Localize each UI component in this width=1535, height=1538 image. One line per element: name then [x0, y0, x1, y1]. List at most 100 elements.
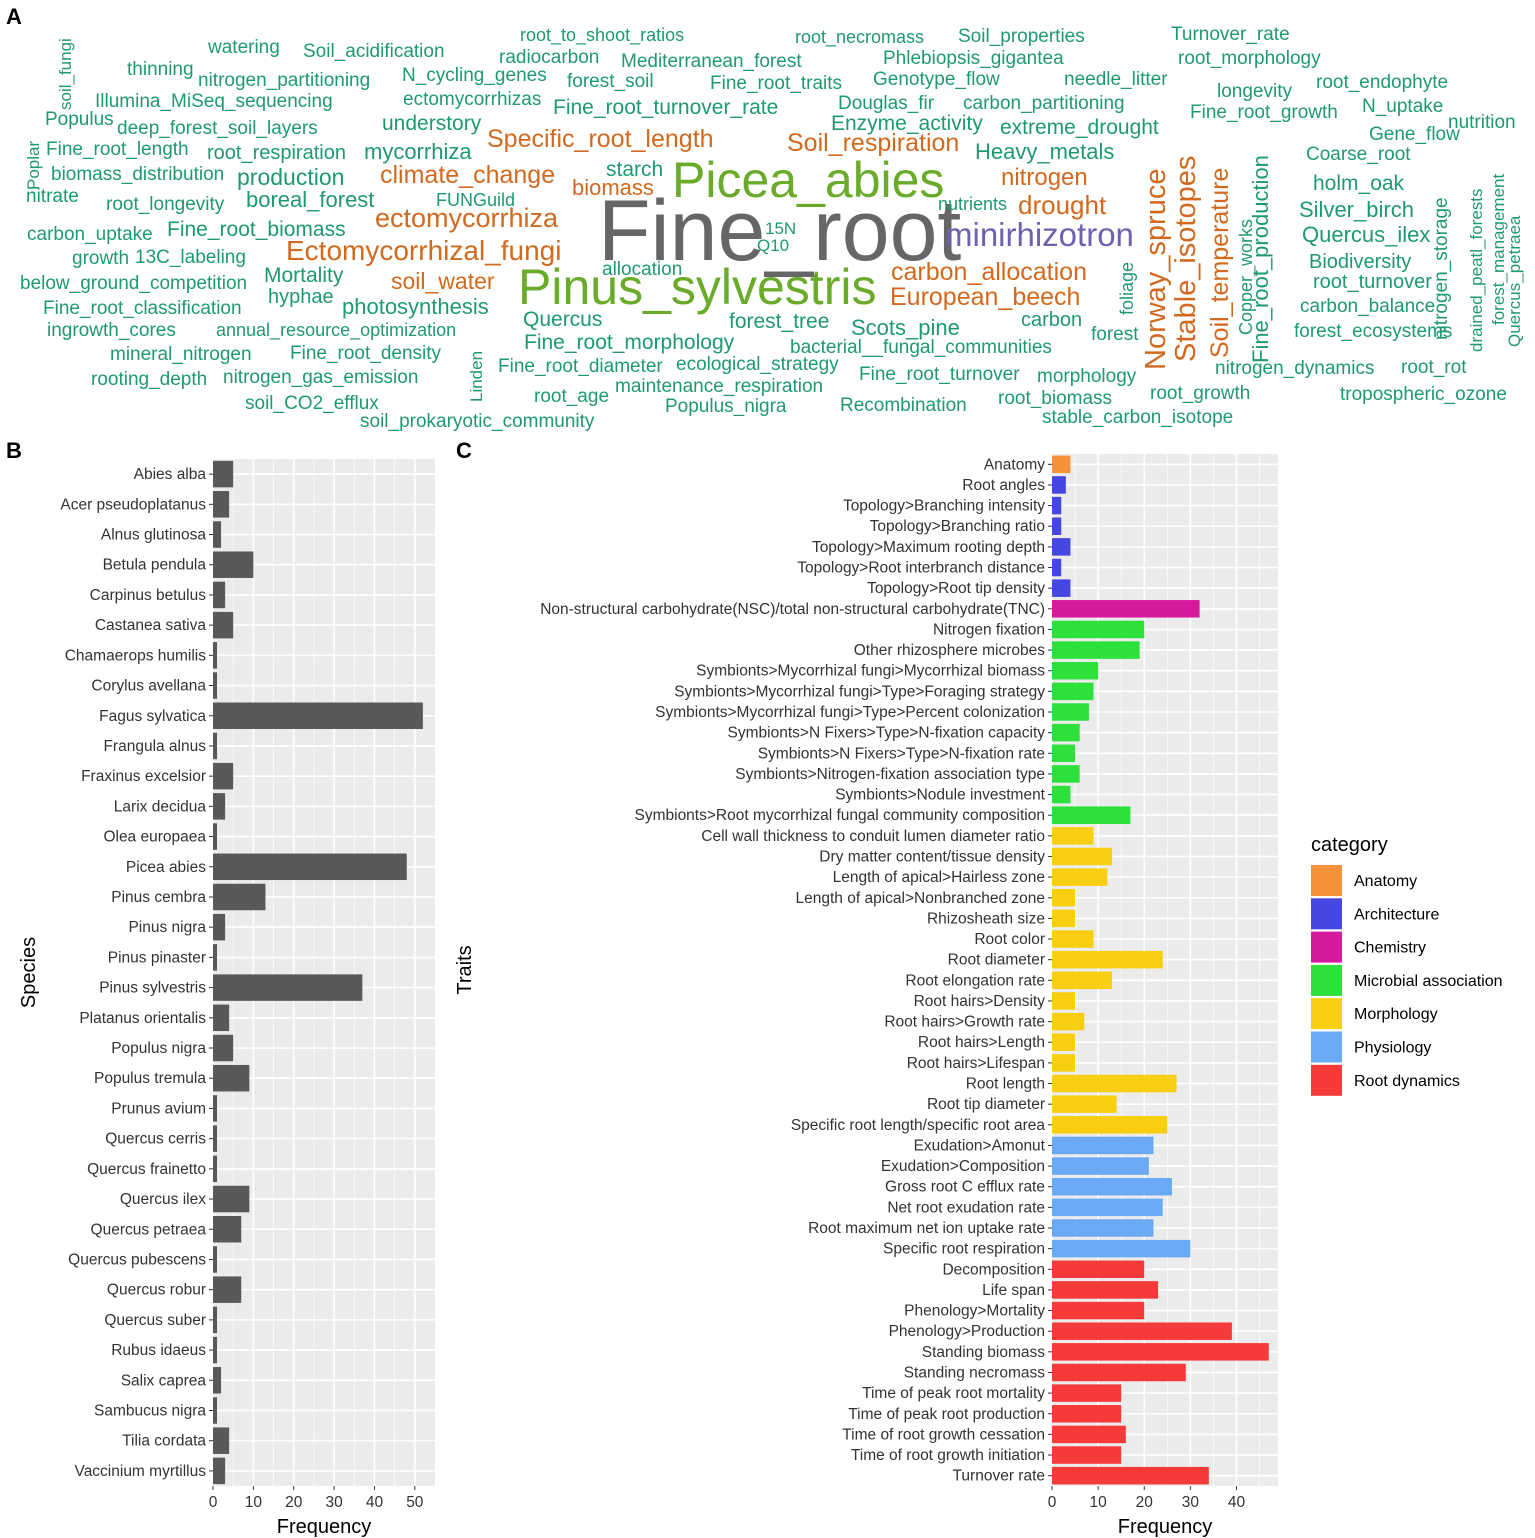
word-cloud-term: carbon_allocation [891, 258, 1087, 286]
word-cloud-term: nitrogen_dynamics [1215, 358, 1375, 379]
word-cloud-term: nitrate [26, 186, 79, 207]
word-cloud-term: extreme_drought [1000, 116, 1159, 139]
y-tick-label: Symbionts>Nodule investment [835, 787, 1045, 804]
bar [1052, 1116, 1168, 1134]
bar [1052, 785, 1071, 804]
y-tick-label: Pinus cembra [111, 889, 206, 906]
word-cloud-term: root_morphology [1178, 48, 1321, 69]
legend-label: Architecture [1354, 906, 1439, 923]
legend-title: category [1311, 834, 1388, 856]
word-cloud-term: photosynthesis [342, 294, 489, 319]
bar [213, 702, 423, 729]
y-tick-label: Sambucus nigra [94, 1402, 206, 1419]
bar [213, 913, 226, 941]
bar [213, 1216, 242, 1243]
bar [213, 1427, 230, 1454]
bar [1052, 1198, 1163, 1217]
y-tick-label: Standing necromass [904, 1364, 1046, 1381]
word-cloud-term: needle_litter [1064, 69, 1168, 90]
bar [1052, 744, 1076, 763]
legend-swatch [1311, 898, 1342, 930]
word-cloud-term: morphology [1037, 366, 1137, 387]
word-cloud-term: watering [208, 37, 280, 58]
word-cloud-term: 15N [765, 219, 797, 238]
word-cloud-term: Mediterranean_forest [621, 51, 802, 72]
x-tick-label: 0 [209, 1494, 218, 1511]
y-tick-label: Acer pseudoplatanus [60, 496, 206, 513]
word-cloud-term: Specific_root_length [487, 125, 714, 153]
bar [1052, 1219, 1154, 1237]
y-tick-label: Nitrogen fixation [933, 621, 1045, 638]
word-cloud-term: root_to_shoot_ratios [520, 25, 685, 45]
word-cloud-term: Enzyme_activity [831, 112, 983, 135]
y-tick-label: Rubus idaeus [111, 1342, 206, 1359]
word-cloud-term: ectomycorrhiza [375, 203, 559, 233]
x-axis-title: Frequency [277, 1516, 372, 1538]
word-cloud-term: understory [382, 112, 482, 135]
y-tick-label: Rhizosheath size [927, 910, 1045, 927]
y-tick-label: Life span [982, 1282, 1045, 1299]
legend-label: Anatomy [1354, 873, 1417, 890]
y-tick-label: Specific root length/specific root area [791, 1117, 1046, 1134]
y-tick-label: Olea europaea [103, 829, 206, 846]
word-cloud-term: Illumina_MiSeq_sequencing [95, 91, 333, 112]
bar [213, 883, 266, 911]
bar [1052, 1074, 1177, 1093]
bar [1052, 1239, 1191, 1258]
word-cloud-term: production [237, 164, 345, 190]
bar [213, 1367, 222, 1394]
bar [213, 642, 218, 669]
y-tick-label: Time of root growth initiation [851, 1447, 1045, 1464]
bar [1052, 950, 1163, 969]
y-tick-label: Symbionts>Mycorrhizal fungi>Type>Foragin… [674, 683, 1045, 700]
y-tick-label: Symbionts>Root mycorrhizal fungal commun… [635, 807, 1046, 824]
word-cloud-term: Genotype_flow [873, 69, 1000, 90]
species-frequency-chart: Abies alba Acer pseudoplatanus Alnus gluti… [18, 459, 435, 1538]
legend-swatch [1311, 1031, 1342, 1063]
word-cloud-term: Copper_works [1236, 218, 1256, 335]
y-tick-label: Vaccinium myrtillus [75, 1463, 207, 1480]
word-cloud-term: Gene_flow [1369, 124, 1460, 145]
word-cloud-term: Douglas_fir [838, 93, 935, 114]
bar [213, 1185, 250, 1213]
traits-frequency-chart: Anatomy Root angles Topology>Branching int… [455, 454, 1503, 1538]
word-cloud-term: Linden [467, 350, 486, 402]
word-cloud-term: Q10 [757, 236, 790, 255]
y-tick-label: Chamaerops humilis [65, 647, 207, 664]
word-cloud-term: FUNGuild [436, 190, 516, 210]
word-cloud-term: minirhizotron [945, 216, 1134, 253]
legend-label: Microbial association [1354, 973, 1503, 990]
legend-label: Root dynamics [1354, 1073, 1460, 1090]
y-tick-label: Root tip diameter [927, 1096, 1045, 1113]
y-tick-label: Symbionts>Mycorrhizal fungi>Type>Percent… [655, 704, 1045, 721]
bar [213, 1397, 218, 1424]
y-axis-title: Species [18, 937, 40, 1008]
word-cloud-term: root_rot [1401, 357, 1467, 378]
word-cloud-term: boreal_forest [246, 187, 375, 212]
y-tick-label: Root elongation rate [905, 972, 1045, 989]
bar [213, 521, 222, 548]
y-tick-label: Quercus ilex [120, 1191, 206, 1208]
y-tick-label: Larix decidua [114, 798, 207, 815]
word-cloud-term: stable_carbon_isotope [1042, 407, 1234, 428]
y-tick-label: Root color [974, 931, 1045, 948]
word-cloud-term: Mortality [264, 264, 344, 287]
y-tick-label: Quercus petraea [91, 1221, 207, 1238]
panel-label-a: A [6, 4, 22, 29]
y-tick-label: Quercus cerris [105, 1131, 206, 1148]
word-cloud-term: Soil_temperature [1206, 167, 1234, 358]
y-tick-label: Length of apical>Nonbranched zone [796, 890, 1045, 907]
word-cloud-term: Turnover_rate [1171, 24, 1290, 45]
y-tick-label: Fraxinus excelsior [81, 768, 206, 785]
y-tick-label: Pinus nigra [128, 919, 206, 936]
word-cloud-term: drained_peatl_forests [1467, 188, 1486, 352]
word-cloud-term: nutrition [1448, 112, 1516, 133]
word-cloud-term: climate_change [380, 161, 556, 189]
word-cloud-term: starch [606, 158, 664, 181]
bar [213, 1457, 226, 1485]
word-cloud-term: annual_resource_optimization [216, 320, 457, 340]
y-tick-label: Corylus avellana [91, 678, 206, 695]
y-tick-label: Symbionts>Mycorrhizal fungi>Mycorrhizal … [696, 663, 1045, 680]
y-tick-label: Phenology>Production [889, 1323, 1045, 1340]
bar [1052, 1466, 1209, 1485]
